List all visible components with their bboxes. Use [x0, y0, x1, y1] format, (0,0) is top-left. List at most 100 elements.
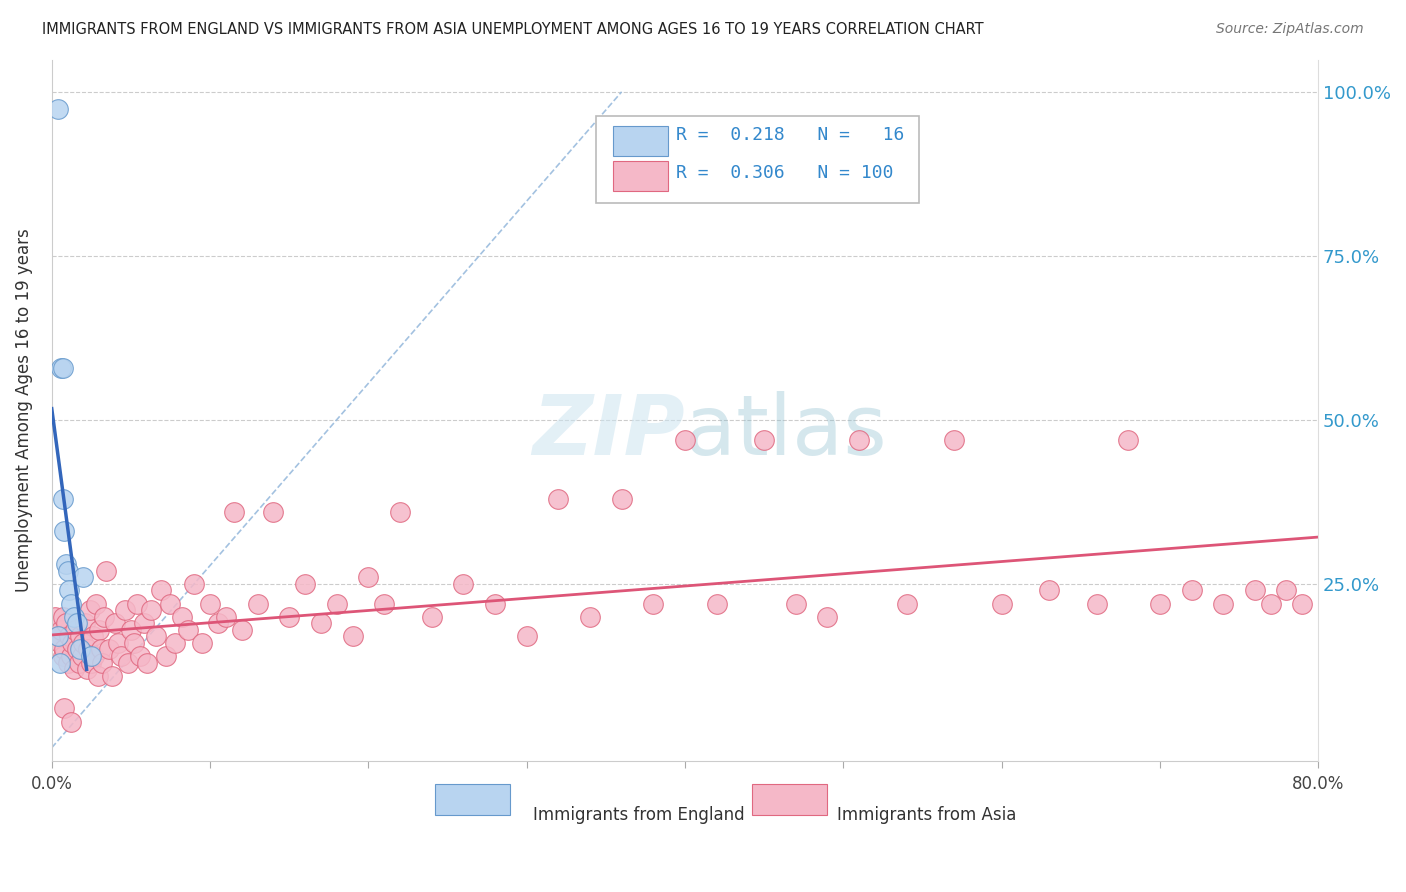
Point	[135, 656, 157, 670]
Point	[52, 609, 75, 624]
Point	[246, 597, 269, 611]
Point	[52, 360, 75, 375]
Point	[165, 636, 187, 650]
Point	[1275, 583, 1298, 598]
Point	[104, 616, 127, 631]
Point	[1243, 583, 1265, 598]
Point	[52, 491, 75, 506]
Point	[55, 616, 77, 631]
Point	[155, 648, 177, 663]
Point	[145, 629, 167, 643]
Point	[484, 597, 506, 611]
Point	[46, 629, 69, 643]
Point	[579, 609, 602, 624]
Point	[420, 609, 443, 624]
Point	[1038, 583, 1060, 598]
Text: atlas: atlas	[685, 391, 887, 472]
Point	[127, 597, 149, 611]
Point	[1180, 583, 1202, 598]
Point	[90, 642, 112, 657]
Point	[453, 577, 475, 591]
Point	[59, 648, 82, 663]
Point	[129, 648, 152, 663]
Point	[97, 642, 120, 657]
Point	[848, 433, 870, 447]
Point	[141, 603, 163, 617]
Point	[59, 597, 82, 611]
Point	[325, 597, 347, 611]
Point	[117, 656, 139, 670]
Point	[815, 609, 838, 624]
Point	[1212, 597, 1234, 611]
Text: R =  0.218   N =   16: R = 0.218 N = 16	[676, 127, 904, 145]
Point	[101, 668, 124, 682]
Point	[72, 570, 94, 584]
Point	[516, 629, 538, 643]
Point	[222, 505, 245, 519]
Point	[65, 623, 87, 637]
Point	[262, 505, 284, 519]
Point	[231, 623, 253, 637]
Point	[149, 583, 172, 598]
Point	[48, 656, 70, 670]
FancyBboxPatch shape	[596, 116, 920, 203]
FancyBboxPatch shape	[436, 784, 510, 814]
Text: Source: ZipAtlas.com: Source: ZipAtlas.com	[1216, 22, 1364, 37]
Point	[70, 648, 93, 663]
Point	[89, 623, 111, 637]
Point	[342, 629, 364, 643]
Point	[1116, 433, 1139, 447]
Point	[69, 629, 91, 643]
Point	[610, 491, 633, 506]
Point	[59, 714, 82, 729]
Point	[943, 433, 966, 447]
Point	[198, 597, 221, 611]
Point	[46, 102, 69, 116]
Point	[69, 642, 91, 657]
Point	[53, 701, 76, 715]
Point	[77, 642, 100, 657]
Point	[94, 564, 117, 578]
Point	[673, 433, 696, 447]
Point	[309, 616, 332, 631]
Point	[55, 558, 77, 572]
Point	[93, 609, 115, 624]
Point	[132, 616, 155, 631]
Point	[51, 623, 73, 637]
Point	[107, 636, 129, 650]
Point	[388, 505, 411, 519]
Point	[357, 570, 380, 584]
Point	[53, 642, 76, 657]
Point	[785, 597, 807, 611]
Text: Immigrants from Asia: Immigrants from Asia	[837, 806, 1017, 824]
Point	[159, 597, 181, 611]
Point	[82, 629, 104, 643]
Point	[122, 636, 145, 650]
FancyBboxPatch shape	[613, 161, 668, 191]
Point	[46, 629, 69, 643]
Point	[120, 623, 142, 637]
FancyBboxPatch shape	[613, 126, 668, 156]
Point	[84, 597, 107, 611]
Point	[56, 564, 79, 578]
Point	[66, 616, 89, 631]
Point	[51, 360, 73, 375]
Point	[643, 597, 665, 611]
Point	[1291, 597, 1313, 611]
Point	[48, 636, 70, 650]
Point	[278, 609, 301, 624]
Point	[66, 642, 89, 657]
Point	[58, 583, 80, 598]
Point	[1260, 597, 1282, 611]
Point	[83, 648, 105, 663]
Point	[547, 491, 569, 506]
Point	[91, 656, 114, 670]
Point	[58, 629, 80, 643]
Text: Immigrants from England: Immigrants from England	[533, 806, 745, 824]
Point	[183, 577, 205, 591]
Text: IMMIGRANTS FROM ENGLAND VS IMMIGRANTS FROM ASIA UNEMPLOYMENT AMONG AGES 16 TO 19: IMMIGRANTS FROM ENGLAND VS IMMIGRANTS FR…	[42, 22, 984, 37]
Text: ZIP: ZIP	[533, 391, 685, 472]
Point	[63, 609, 86, 624]
Text: R =  0.306   N = 100: R = 0.306 N = 100	[676, 164, 894, 182]
Point	[191, 636, 214, 650]
